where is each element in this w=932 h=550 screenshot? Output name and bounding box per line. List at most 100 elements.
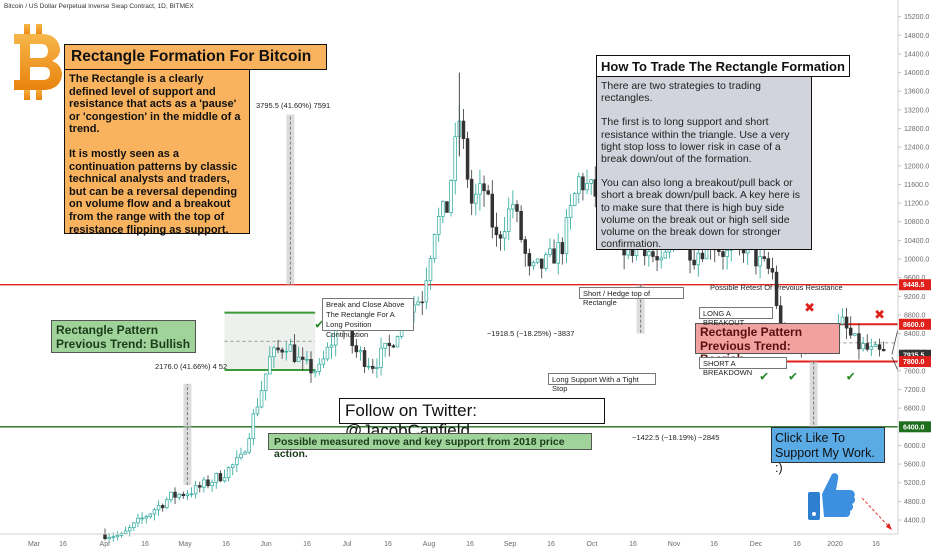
short-breakdown-note: SHORT A BREAKDOWN [699, 357, 787, 377]
x-tick-label: 2020 [827, 541, 843, 548]
candle-body [160, 505, 165, 509]
y-tick-label: 11200.0 [904, 201, 929, 208]
check-mark-icon: ✔ [788, 369, 798, 383]
click-like-label[interactable]: Click Like To Support My Work. :) [771, 427, 885, 475]
candle-body [770, 268, 775, 273]
candle-body [127, 527, 132, 532]
bearish-label-line: Rectangle Pattern [700, 325, 803, 339]
candle-body [445, 201, 449, 213]
x-tick-label: 16 [59, 541, 67, 548]
candle-body [572, 193, 577, 206]
candle-body [152, 509, 157, 515]
y-tick-label: 12000.0 [904, 163, 929, 170]
y-tick-label: 8800.0 [904, 312, 926, 319]
candle-body [416, 301, 420, 306]
candle-body [840, 316, 845, 325]
candle-body [577, 176, 581, 194]
bullish-label-line: Rectangle Pattern [56, 323, 159, 337]
twitter-label[interactable]: Follow on Twitter: @JacobCanfield [339, 398, 605, 440]
x-tick-label: 16 [547, 541, 555, 548]
candle-body [453, 136, 457, 181]
candle-body [210, 482, 214, 487]
candle-body [420, 301, 424, 304]
candle-body [177, 493, 181, 498]
bullish-label-line: Previous Trend: Bullish [56, 337, 191, 351]
candle-body [515, 204, 519, 212]
candle-body [305, 359, 309, 361]
candle-body [226, 467, 231, 479]
candle-body [144, 516, 148, 519]
candle-body [193, 485, 198, 495]
diagonal-arrow [861, 497, 893, 531]
candle-body [313, 371, 317, 374]
candle-body [202, 479, 206, 488]
candle-body [585, 183, 589, 191]
arrow-head-icon [886, 523, 892, 530]
candle-body [391, 345, 396, 348]
y-tick-label: 14800.0 [904, 33, 929, 40]
candle-body [230, 464, 235, 468]
candle-body [243, 451, 247, 455]
candle-body [544, 254, 548, 269]
measure-label: −1422.5 (−18.19%) −2845 [632, 433, 720, 442]
measure-label: 3795.5 (41.60%) 7591 [256, 101, 331, 110]
candle-body [725, 249, 729, 257]
candle-body [844, 316, 849, 329]
candle-body [268, 356, 272, 375]
candle-body [379, 347, 383, 368]
candle-body [881, 349, 886, 352]
candle-body [325, 346, 330, 360]
measure-label: −1918.5 (−18.25%) −3837 [487, 329, 575, 338]
thumbs-up-icon[interactable] [806, 470, 856, 522]
candle-body [251, 413, 256, 439]
candle-body [692, 259, 696, 266]
candle-body [140, 517, 144, 520]
candle-body [362, 350, 367, 367]
candle-body [259, 390, 264, 408]
candle-body [136, 517, 140, 524]
left-panel: The Rectangle is a clearly defined level… [64, 70, 250, 236]
candle-body [474, 193, 478, 204]
candle-body [531, 261, 536, 267]
candle-body [115, 535, 120, 538]
x-tick-label: Dec [750, 541, 763, 548]
measure-label: 2176.0 (41.66%) 4 52 [155, 362, 228, 371]
right-panel-paragraph: You can also long a breakout/pull back o… [601, 177, 801, 251]
candle-body [366, 365, 371, 368]
bearish-label: Rectangle Pattern Previous Trend: Bearis… [695, 323, 840, 366]
x-tick-label: Mar [28, 541, 41, 548]
candle-body [284, 350, 289, 353]
candle-body [181, 493, 186, 497]
candle-body [511, 204, 515, 210]
y-tick-label: 9200.0 [904, 294, 926, 301]
right-panel-title: How To Trade The Rectangle Formation [596, 55, 850, 77]
y-tick-label: 14000.0 [904, 70, 929, 77]
candle-body [132, 522, 136, 528]
x-tick-label: Jul [343, 541, 352, 548]
candle-body [214, 473, 218, 483]
candle-body [659, 257, 663, 261]
candle-body [206, 479, 210, 487]
candle-body [272, 347, 276, 358]
y-tick-label: 14400.0 [904, 51, 929, 58]
y-tick-label: 5600.0 [904, 462, 926, 469]
candle-body [296, 356, 301, 362]
candle-body [424, 280, 429, 303]
candle-body [548, 248, 552, 256]
y-tick-label: 5200.0 [904, 480, 926, 487]
x-tick-label: Jun [260, 541, 271, 548]
candle-body [255, 406, 260, 415]
y-axis: 15200.0 14800.0 14400.0 14000.0 13600.0 13200… [897, 0, 932, 550]
y-tick-label: 13600.0 [904, 89, 929, 96]
x-tick-label: 16 [793, 541, 801, 548]
break-close-line: The Rectangle For A [326, 310, 395, 319]
candle-body [198, 485, 202, 488]
candle-body [853, 333, 857, 336]
candle-body [222, 477, 227, 482]
x-tick-label: 16 [303, 541, 311, 548]
price-tag [899, 318, 931, 330]
x-tick-label: May [178, 541, 192, 548]
bullish-label: Rectangle Pattern Previous Trend: Bullis… [51, 320, 196, 353]
y-axis-bg [898, 0, 932, 550]
candle-body [123, 530, 128, 534]
